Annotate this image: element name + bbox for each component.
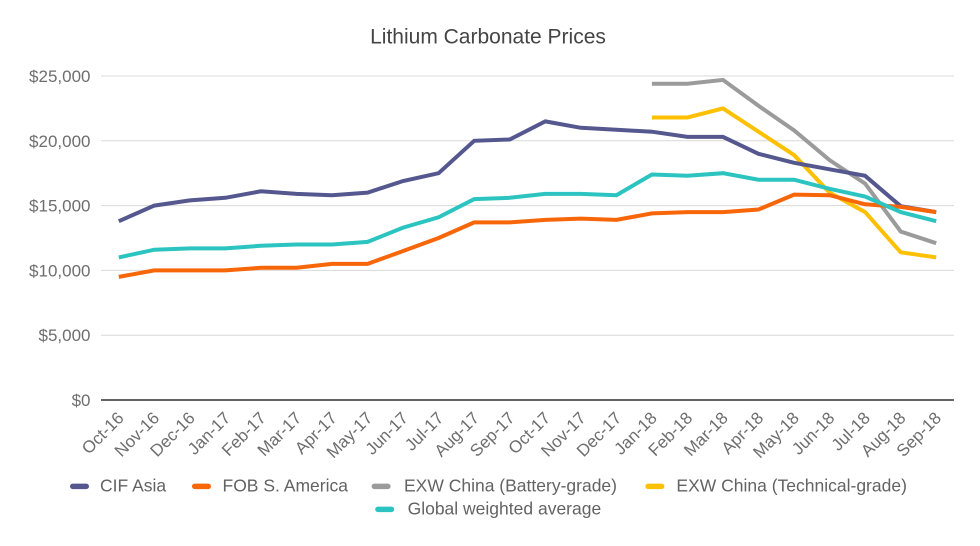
svg-text:$15,000: $15,000 <box>29 197 90 216</box>
svg-text:$25,000: $25,000 <box>29 67 90 86</box>
svg-text:$5,000: $5,000 <box>39 326 91 345</box>
svg-text:Global weighted average: Global weighted average <box>408 499 602 519</box>
svg-text:FOB S. America: FOB S. America <box>223 476 349 496</box>
svg-text:EXW China (Battery-grade): EXW China (Battery-grade) <box>404 476 617 496</box>
svg-text:$0: $0 <box>72 391 91 410</box>
svg-text:$20,000: $20,000 <box>29 132 90 151</box>
svg-text:CIF Asia: CIF Asia <box>100 476 166 496</box>
svg-text:Lithium Carbonate Prices: Lithium Carbonate Prices <box>370 26 606 49</box>
svg-text:$10,000: $10,000 <box>29 261 90 280</box>
svg-text:EXW China (Technical-grade): EXW China (Technical-grade) <box>676 476 907 496</box>
